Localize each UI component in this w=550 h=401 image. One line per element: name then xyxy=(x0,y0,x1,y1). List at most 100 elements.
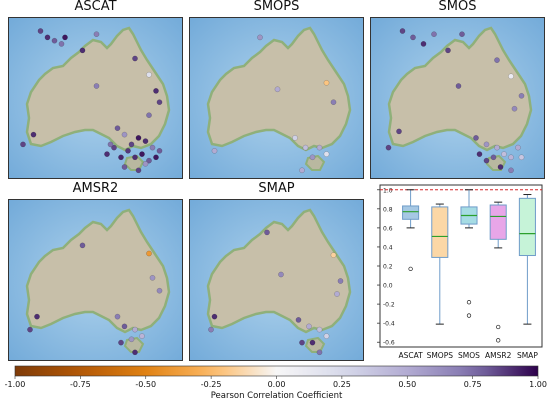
x-tick-label: SMOPS xyxy=(427,351,454,360)
station-marker xyxy=(490,154,497,161)
station-marker xyxy=(295,317,302,323)
y-tick-label: 0.8 xyxy=(383,206,393,213)
station-marker xyxy=(153,88,159,94)
station-marker xyxy=(132,326,138,333)
station-marker xyxy=(208,326,214,333)
station-marker xyxy=(135,135,142,141)
y-tick-label: 0.0 xyxy=(383,283,393,290)
station-marker xyxy=(107,141,114,148)
station-marker xyxy=(93,83,100,89)
australia-landmass xyxy=(25,208,171,334)
station-marker xyxy=(508,154,514,161)
station-marker xyxy=(508,167,514,174)
station-marker xyxy=(309,154,316,161)
station-marker xyxy=(44,34,51,41)
station-marker xyxy=(518,93,525,99)
station-marker xyxy=(146,112,152,118)
outlier-marker xyxy=(496,338,501,343)
station-marker xyxy=(302,144,309,151)
station-marker xyxy=(121,131,128,138)
colorbar-tick-label: -0.50 xyxy=(135,380,156,389)
station-marker xyxy=(445,47,451,54)
outlier-marker xyxy=(466,313,472,318)
colorbar-tick-label: 0.00 xyxy=(268,380,286,389)
station-marker xyxy=(396,128,402,135)
x-tick-label: AMSR2 xyxy=(485,351,512,360)
station-marker xyxy=(118,154,124,161)
station-marker xyxy=(156,99,163,105)
station-marker xyxy=(274,86,281,93)
station-marker xyxy=(309,339,316,346)
outlier-marker xyxy=(466,300,472,305)
station-marker xyxy=(149,275,156,281)
station-marker xyxy=(431,31,437,38)
station-marker xyxy=(128,336,135,343)
colorbar-tick-label: 0.25 xyxy=(333,380,351,389)
station-marker xyxy=(139,333,145,339)
station-marker xyxy=(132,154,138,161)
tasmania-landmass xyxy=(123,336,145,353)
map-frame xyxy=(370,17,545,179)
australia-map xyxy=(9,200,182,360)
station-marker xyxy=(79,242,86,249)
x-tick-label: ASCAT xyxy=(398,351,423,360)
x-tick-label: SMOS xyxy=(458,351,480,360)
station-marker xyxy=(473,135,479,141)
australia-map xyxy=(371,18,544,178)
station-marker xyxy=(121,164,128,170)
station-marker xyxy=(399,28,406,34)
station-marker xyxy=(299,167,305,174)
station-marker xyxy=(264,229,270,236)
station-marker xyxy=(330,99,337,105)
map-panel-smos: SMOS xyxy=(370,0,545,180)
y-tick-label: -0.2 xyxy=(383,302,395,309)
station-marker xyxy=(501,151,507,157)
station-marker xyxy=(494,144,500,151)
tasmania-landmass xyxy=(304,336,326,353)
colorbar-tick-label: 1.00 xyxy=(529,380,547,389)
map-panel-amsr2: AMSR2 xyxy=(8,181,183,362)
station-marker xyxy=(34,313,40,320)
station-marker xyxy=(420,41,427,47)
y-tick-label: -0.6 xyxy=(383,340,395,347)
map-frame xyxy=(8,17,183,179)
y-tick-label: -0.4 xyxy=(383,321,395,328)
station-marker xyxy=(118,339,124,346)
box-ascat xyxy=(402,205,420,220)
station-marker xyxy=(58,41,65,47)
station-marker xyxy=(146,157,152,164)
station-marker xyxy=(146,250,152,257)
colorbar-tick-label: 0.75 xyxy=(464,380,482,389)
map-panel-smops: SMOPS xyxy=(189,0,364,180)
station-marker xyxy=(334,291,340,297)
station-marker xyxy=(483,157,490,164)
station-marker xyxy=(323,80,330,86)
station-marker xyxy=(385,144,392,151)
station-marker xyxy=(153,154,159,161)
station-marker xyxy=(323,333,330,339)
station-marker xyxy=(497,164,504,170)
station-marker xyxy=(30,131,37,138)
map-frame xyxy=(189,17,364,179)
colorbar-tick-label: 0.50 xyxy=(398,380,416,389)
colorbar-tick-label: -0.75 xyxy=(70,380,91,389)
y-tick-label: 0.2 xyxy=(383,264,393,271)
colorbar-tick-label: -1.00 xyxy=(5,380,26,389)
map-title: SMOS xyxy=(438,0,477,14)
outlier-marker xyxy=(408,266,413,272)
map-panel-ascat: ASCAT xyxy=(8,0,183,180)
station-marker xyxy=(156,287,163,294)
station-marker xyxy=(142,160,149,167)
y-tick-label: 1.0 xyxy=(383,187,393,194)
station-marker xyxy=(104,151,110,157)
station-marker xyxy=(51,37,58,44)
station-marker xyxy=(508,73,514,80)
australia-map xyxy=(9,18,182,178)
station-marker xyxy=(79,47,86,54)
station-marker xyxy=(114,313,121,320)
station-marker xyxy=(292,135,298,141)
station-marker xyxy=(114,125,121,131)
colorbar: -1.00 -0.75 -0.50 -0.25 0.00 0.25 0.50 0.75 1.00… xyxy=(5,365,547,401)
station-marker xyxy=(511,105,518,112)
